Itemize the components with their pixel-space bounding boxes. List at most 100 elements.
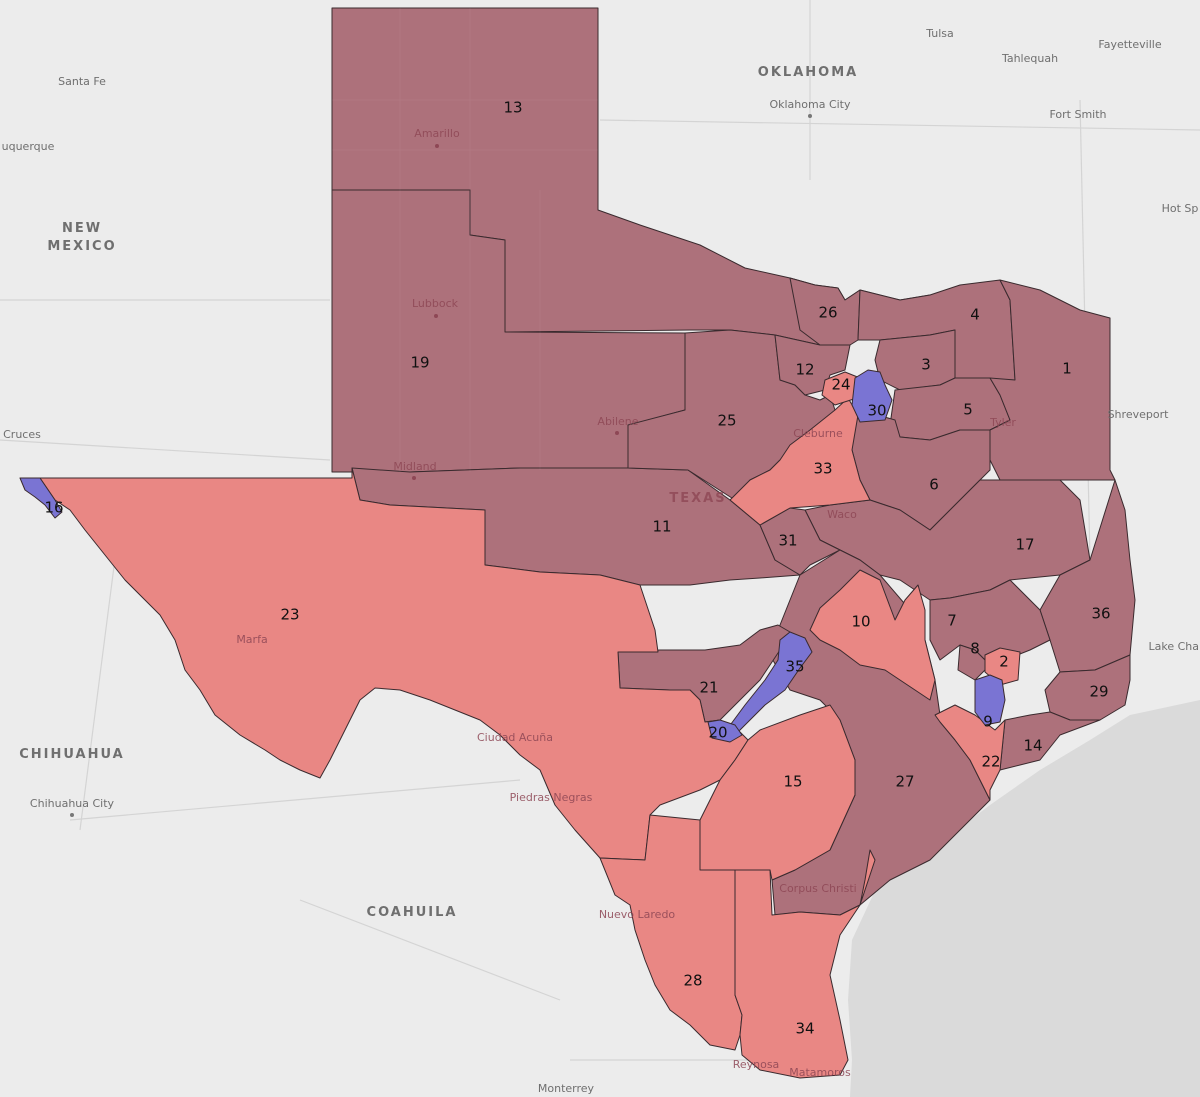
district-1[interactable] <box>989 279 1116 481</box>
county-grid <box>332 8 598 472</box>
district-label-3: 3 <box>921 356 931 374</box>
district-label-36: 36 <box>1091 605 1110 623</box>
district-label-33: 33 <box>813 460 832 478</box>
district-label-31: 31 <box>778 532 797 550</box>
district-label-11: 11 <box>652 518 671 536</box>
city-cleburne: Cleburne <box>793 427 843 440</box>
region-labels: OKLAHOMA NEW MEXICO CHIHUAHUA COAHUILA T… <box>19 65 858 920</box>
outside-city-labels: Tulsa Tahlequah Fayetteville Oklahoma Ci… <box>2 27 1200 1095</box>
label-coahuila: COAHUILA <box>367 905 458 920</box>
dot-midland <box>412 476 416 480</box>
dot-oklahoma-city <box>808 114 812 118</box>
district-label-6: 6 <box>929 476 939 494</box>
city-fort-smith: Fort Smith <box>1049 108 1106 121</box>
city-reynosa: Reynosa <box>733 1058 780 1071</box>
district-20[interactable] <box>707 719 743 743</box>
city-monterrey: Monterrey <box>538 1082 595 1095</box>
city-dots <box>70 114 812 817</box>
district-label-8: 8 <box>970 640 980 658</box>
city-ciudad-acuna: Ciudad Acuña <box>477 731 553 744</box>
city-tulsa: Tulsa <box>925 27 954 40</box>
district-label-21: 21 <box>699 679 718 697</box>
roads <box>0 0 1200 1061</box>
district-label-27: 27 <box>895 773 914 791</box>
district-14[interactable] <box>999 711 1101 771</box>
city-chihuahua-city: Chihuahua City <box>30 797 115 810</box>
district-label-29: 29 <box>1089 683 1108 701</box>
district-34[interactable] <box>734 849 876 1079</box>
district-label-23: 23 <box>280 606 299 624</box>
city-hot-springs: Hot Sp <box>1162 202 1199 215</box>
district-9[interactable] <box>974 674 1006 726</box>
district-label-16: 16 <box>44 499 63 517</box>
dot-abilene <box>615 431 619 435</box>
city-midland: Midland <box>393 460 436 473</box>
city-fayetteville: Fayetteville <box>1098 38 1161 51</box>
district-label-5: 5 <box>963 401 973 419</box>
city-lake-charles: Lake Char <box>1148 640 1200 653</box>
district-label-26: 26 <box>818 304 837 322</box>
lean-republican-districts <box>39 371 1021 1079</box>
city-abilene: Abilene <box>597 415 638 428</box>
district-label-30: 30 <box>867 402 886 420</box>
district-number-labels: 13 19 11 25 12 26 4 3 5 1 6 17 31 36 29 … <box>44 99 1110 1038</box>
district-label-22: 22 <box>981 753 1000 771</box>
city-lubbock: Lubbock <box>412 297 459 310</box>
city-amarillo: Amarillo <box>414 127 460 140</box>
dot-lubbock <box>434 314 438 318</box>
inside-city-labels: Amarillo Lubbock Abilene Midland Cleburn… <box>236 127 1016 1079</box>
district-8[interactable] <box>957 644 991 681</box>
city-oklahoma-city: Oklahoma City <box>769 98 851 111</box>
district-label-2: 2 <box>999 653 1009 671</box>
district-35[interactable] <box>727 631 813 736</box>
district-label-13: 13 <box>503 99 522 117</box>
district-label-25: 25 <box>717 412 736 430</box>
district-label-14: 14 <box>1023 737 1042 755</box>
district-label-17: 17 <box>1015 536 1034 554</box>
district-23[interactable] <box>39 467 749 861</box>
district-label-24: 24 <box>831 376 850 394</box>
district-label-28: 28 <box>683 972 702 990</box>
city-santa-fe: Santa Fe <box>58 75 106 88</box>
district-29[interactable] <box>1044 654 1131 721</box>
district-label-20: 20 <box>708 724 727 742</box>
city-tahlequah: Tahlequah <box>1001 52 1058 65</box>
gulf-water <box>848 700 1200 1097</box>
city-shreveport: Shreveport <box>1108 408 1170 421</box>
district-label-34: 34 <box>795 1020 814 1038</box>
label-new-mexico-2: MEXICO <box>47 239 116 254</box>
district-2[interactable] <box>984 647 1021 686</box>
district-label-10: 10 <box>851 613 870 631</box>
district-30[interactable] <box>851 369 893 423</box>
city-marfa: Marfa <box>236 633 267 646</box>
dot-amarillo <box>435 144 439 148</box>
dot-chihuahua-city <box>70 813 74 817</box>
district-label-12: 12 <box>795 361 814 379</box>
district-label-4: 4 <box>970 306 980 324</box>
district-label-19: 19 <box>410 354 429 372</box>
district-label-1: 1 <box>1062 360 1072 378</box>
label-chihuahua: CHIHUAHUA <box>19 747 124 762</box>
city-piedras-negras: Piedras Negras <box>510 791 593 804</box>
district-label-15: 15 <box>783 773 802 791</box>
city-las-cruces: Cruces <box>3 428 41 441</box>
city-albuquerque: uquerque <box>2 140 55 153</box>
district-3[interactable] <box>874 329 956 391</box>
district-16[interactable] <box>19 477 63 519</box>
district-label-35: 35 <box>785 658 804 676</box>
district-10[interactable] <box>809 569 936 701</box>
label-oklahoma: OKLAHOMA <box>758 65 858 80</box>
district-label-9: 9 <box>983 713 993 731</box>
city-tyler: Tyler <box>989 416 1016 429</box>
democratic-districts <box>19 369 1006 743</box>
city-nuevo-laredo: Nuevo Laredo <box>599 908 676 921</box>
city-corpus-christi: Corpus Christi <box>779 882 856 895</box>
city-waco: Waco <box>827 508 857 521</box>
district-28[interactable] <box>599 814 743 1051</box>
district-label-7: 7 <box>947 612 957 630</box>
label-new-mexico-1: NEW <box>62 221 102 236</box>
city-matamoros: Matamoros <box>789 1066 851 1079</box>
district-22[interactable] <box>934 704 1006 801</box>
